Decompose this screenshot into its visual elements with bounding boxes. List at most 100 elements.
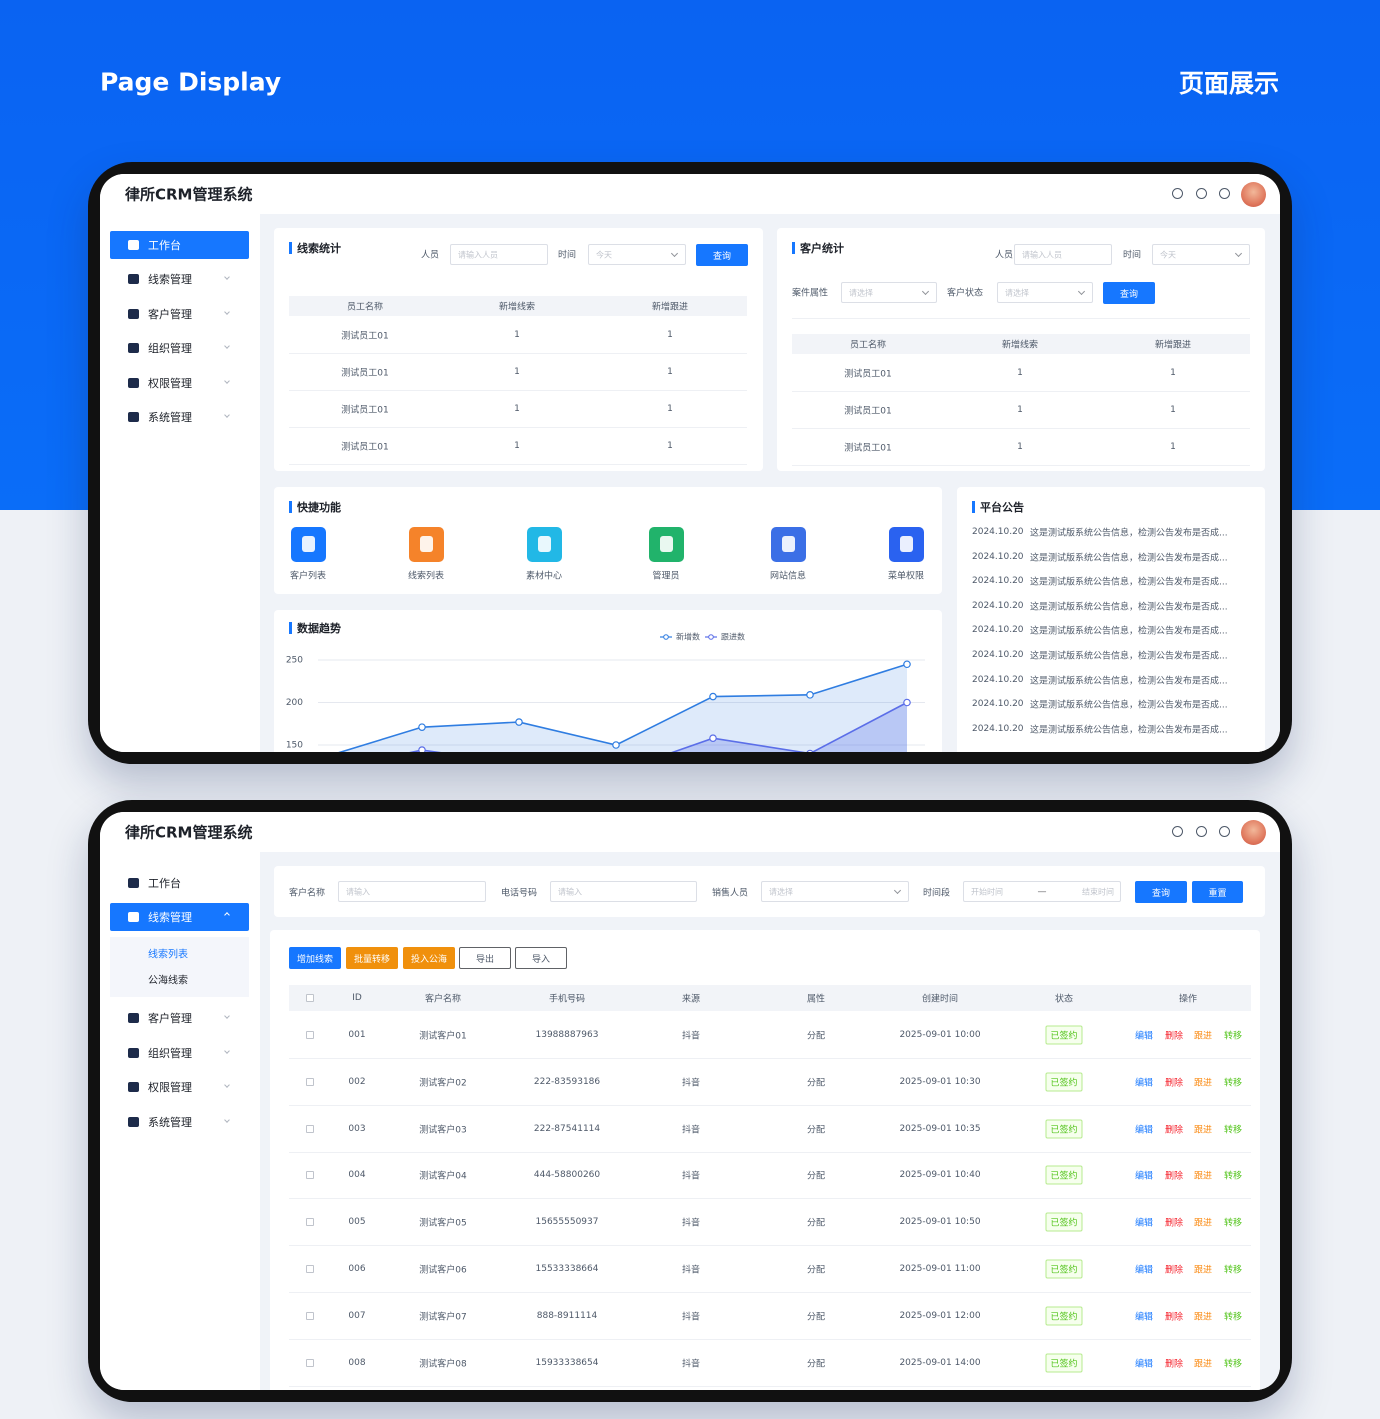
header-icon[interactable] — [1196, 188, 1207, 199]
menu-item[interactable]: 客户管理 — [148, 308, 192, 321]
action-link[interactable]: 编辑 — [1134, 1312, 1154, 1323]
menu-item[interactable]: 组织管理 — [148, 342, 192, 355]
action-link[interactable]: 编辑 — [1134, 1031, 1154, 1042]
submenu-item[interactable]: 线索列表 — [148, 949, 188, 961]
action-link[interactable]: 编辑 — [1134, 1078, 1154, 1089]
action-link[interactable]: 转移 — [1223, 1312, 1243, 1323]
avatar[interactable] — [1241, 820, 1266, 845]
action-link[interactable]: 转移 — [1223, 1171, 1243, 1182]
toolbar-button[interactable]: 增加线索 — [289, 947, 341, 969]
action-link[interactable]: 跟进 — [1193, 1359, 1213, 1370]
action-link[interactable]: 编辑 — [1134, 1171, 1154, 1182]
select[interactable]: 今天 — [588, 244, 686, 265]
menu-item[interactable]: 系统管理 — [148, 411, 192, 424]
query-button[interactable]: 查询 — [1103, 282, 1155, 304]
toolbar-button[interactable]: 导出 — [459, 947, 511, 969]
query-button[interactable]: 查询 — [1135, 881, 1187, 903]
text-input[interactable]: 开始时间 — 结束时间 — [963, 881, 1121, 902]
quick-icon[interactable] — [527, 527, 562, 562]
action-link[interactable]: 跟进 — [1193, 1312, 1213, 1323]
action-link[interactable]: 跟进 — [1193, 1078, 1213, 1089]
announcement-text[interactable]: 这是测试版系统公告信息，检测公告发布是否成... — [1030, 528, 1228, 539]
quick-label[interactable]: 管理员 — [652, 571, 680, 582]
action-link[interactable]: 删除 — [1164, 1078, 1184, 1089]
quick-icon[interactable] — [771, 527, 806, 562]
quick-icon[interactable] — [649, 527, 684, 562]
checkbox[interactable] — [306, 1124, 314, 1133]
quick-label[interactable]: 网站信息 — [769, 571, 807, 582]
action-link[interactable]: 转移 — [1223, 1078, 1243, 1089]
announcement-text[interactable]: 这是测试版系统公告信息，检测公告发布是否成... — [1030, 602, 1228, 613]
action-link[interactable]: 删除 — [1164, 1265, 1184, 1276]
select[interactable]: 请选择 — [841, 282, 937, 303]
select[interactable]: 请选择 — [997, 282, 1093, 303]
header-icon[interactable] — [1196, 826, 1207, 837]
menu-item[interactable]: 线索管理 — [148, 273, 192, 286]
quick-icon[interactable] — [889, 527, 924, 562]
announcement-text[interactable]: 这是测试版系统公告信息，检测公告发布是否成... — [1030, 553, 1228, 564]
announcement-text[interactable]: 这是测试版系统公告信息，检测公告发布是否成... — [1030, 626, 1228, 637]
select[interactable]: 今天 — [1152, 244, 1250, 265]
action-link[interactable]: 编辑 — [1134, 1218, 1154, 1229]
action-link[interactable]: 转移 — [1223, 1218, 1243, 1229]
text-input[interactable]: 请输入人员 — [450, 244, 548, 265]
menu-item[interactable]: 组织管理 — [148, 1047, 192, 1060]
menu-item[interactable]: 客户管理 — [148, 1012, 192, 1025]
quick-icon[interactable] — [409, 527, 444, 562]
quick-icon[interactable] — [291, 527, 326, 562]
header-icon[interactable] — [1172, 826, 1183, 837]
checkbox[interactable] — [306, 1077, 314, 1086]
quick-label[interactable]: 客户列表 — [289, 571, 327, 582]
select[interactable]: 请选择 — [761, 881, 909, 902]
action-link[interactable]: 跟进 — [1193, 1218, 1213, 1229]
action-link[interactable]: 跟进 — [1193, 1125, 1213, 1136]
action-link[interactable]: 转移 — [1223, 1031, 1243, 1042]
action-link[interactable]: 转移 — [1223, 1265, 1243, 1276]
header-icon[interactable] — [1219, 826, 1230, 837]
checkbox[interactable] — [306, 1031, 314, 1039]
action-link[interactable]: 删除 — [1164, 1312, 1184, 1323]
action-link[interactable]: 删除 — [1164, 1125, 1184, 1136]
checkbox[interactable] — [306, 1218, 314, 1227]
menu-item[interactable]: 权限管理 — [148, 377, 192, 390]
action-link[interactable]: 删除 — [1164, 1359, 1184, 1370]
text-input[interactable]: 请输入 — [550, 881, 697, 902]
action-link[interactable]: 跟进 — [1193, 1171, 1213, 1182]
action-link[interactable]: 删除 — [1164, 1218, 1184, 1229]
reset-button[interactable]: 重置 — [1192, 881, 1243, 903]
announcement-text[interactable]: 这是测试版系统公告信息，检测公告发布是否成... — [1030, 700, 1228, 711]
header-icon[interactable] — [1219, 188, 1230, 199]
toolbar-button[interactable]: 导入 — [515, 947, 567, 969]
text-input[interactable]: 请输入人员 — [1014, 244, 1112, 265]
action-link[interactable]: 删除 — [1164, 1031, 1184, 1042]
quick-label[interactable]: 菜单权限 — [887, 571, 925, 582]
checkbox[interactable] — [306, 994, 314, 1002]
announcement-text[interactable]: 这是测试版系统公告信息，检测公告发布是否成... — [1030, 577, 1228, 588]
action-link[interactable]: 跟进 — [1193, 1031, 1213, 1042]
checkbox[interactable] — [306, 1171, 314, 1180]
checkbox[interactable] — [306, 1358, 314, 1367]
submenu-item[interactable]: 公海线索 — [148, 975, 188, 987]
checkbox[interactable] — [306, 1265, 314, 1273]
menu-item[interactable]: 工作台 — [148, 239, 181, 252]
action-link[interactable]: 编辑 — [1134, 1359, 1154, 1370]
announcement-text[interactable]: 这是测试版系统公告信息，检测公告发布是否成... — [1030, 651, 1228, 662]
toolbar-button[interactable]: 投入公海 — [403, 947, 455, 969]
avatar[interactable] — [1241, 182, 1266, 207]
action-link[interactable]: 编辑 — [1134, 1125, 1154, 1136]
quick-label[interactable]: 素材中心 — [525, 571, 563, 582]
quick-label[interactable]: 线索列表 — [407, 571, 445, 582]
menu-item[interactable]: 工作台 — [148, 877, 181, 890]
menu-item[interactable]: 线索管理 — [148, 911, 192, 924]
toolbar-button[interactable]: 批量转移 — [346, 947, 398, 969]
action-link[interactable]: 跟进 — [1193, 1265, 1213, 1276]
query-button[interactable]: 查询 — [696, 244, 748, 266]
action-link[interactable]: 转移 — [1223, 1359, 1243, 1370]
announcement-text[interactable]: 这是测试版系统公告信息，检测公告发布是否成... — [1030, 676, 1228, 687]
menu-item[interactable]: 系统管理 — [148, 1116, 192, 1129]
announcement-text[interactable]: 这是测试版系统公告信息，检测公告发布是否成... — [1030, 725, 1228, 736]
action-link[interactable]: 编辑 — [1134, 1265, 1154, 1276]
action-link[interactable]: 删除 — [1164, 1171, 1184, 1182]
menu-item[interactable]: 权限管理 — [148, 1081, 192, 1094]
text-input[interactable]: 请输入 — [338, 881, 486, 902]
